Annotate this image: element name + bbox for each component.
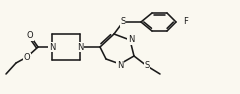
- Text: N: N: [49, 42, 55, 52]
- Text: N: N: [128, 36, 134, 44]
- Text: O: O: [24, 53, 30, 63]
- Text: N: N: [77, 42, 83, 52]
- Text: S: S: [144, 61, 150, 70]
- Text: F: F: [184, 17, 188, 27]
- Text: N: N: [117, 61, 123, 69]
- Text: O: O: [27, 31, 33, 41]
- Text: S: S: [120, 17, 126, 27]
